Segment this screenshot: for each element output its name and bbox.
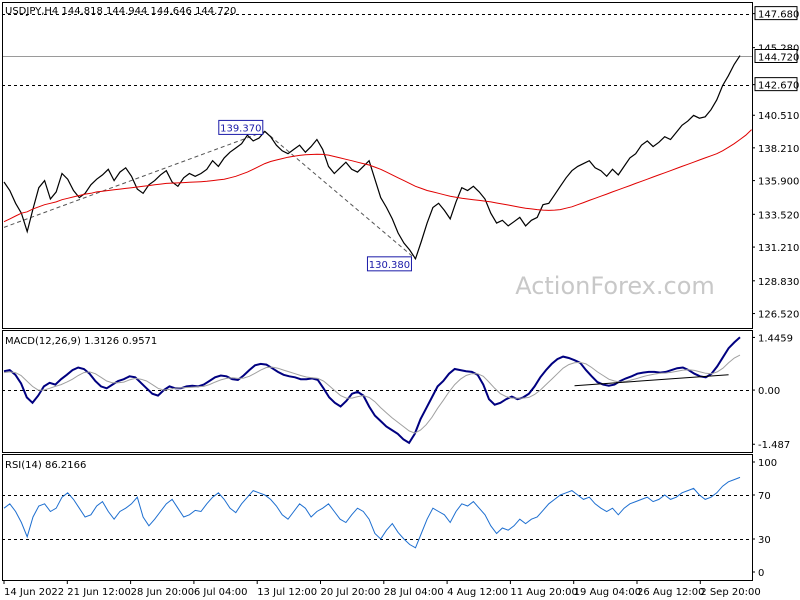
price-header: USDJPY,H4 144.818 144.944 144.646 144.72… — [5, 6, 236, 17]
macd-header: MACD(12,26,9) 1.3126 0.9571 — [5, 336, 157, 347]
level-label-box — [754, 6, 798, 21]
rsi-header: RSI(14) 86.2166 — [5, 460, 86, 471]
macd-y-tick-label: 0.00 — [758, 386, 780, 397]
rsi-line — [3, 476, 741, 549]
x-tick-label: 11 Aug 20:00 — [510, 587, 577, 598]
panel-headers: 139.370 130.380 USDJPY,H4 144.818 144.944 … — [5, 6, 412, 471]
macd-signal-line — [3, 354, 741, 434]
macd-panel-border — [2, 330, 753, 453]
price-panel-border — [2, 2, 753, 329]
swing-trendline — [264, 131, 416, 260]
level-label-box — [754, 77, 798, 92]
macd-line — [3, 336, 741, 445]
x-tick-label: 28 Jul 04:00 — [384, 587, 444, 598]
series-layer — [3, 55, 752, 549]
x-tick-label: 19 Aug 04:00 — [574, 587, 641, 598]
axis-labels: 147.680145.280142.670140.510138.210135.9… — [3, 6, 799, 598]
swing-callout-label: 130.380 — [369, 260, 410, 271]
price-y-tick-label: 138.210 — [758, 144, 799, 155]
x-tick-label: 14 Jun 2022 — [4, 587, 64, 598]
x-tick-label: 28 Jun 20:00 — [131, 587, 195, 598]
price-line — [3, 55, 741, 261]
price-y-tick-label: 133.520 — [758, 210, 799, 221]
last-price-label-box — [754, 49, 798, 63]
rsi-y-tick-label: 0 — [758, 568, 764, 579]
panel-borders — [2, 2, 753, 581]
last-price-label: 144.720 — [758, 53, 799, 64]
x-tick-label: 4 Aug 12:00 — [447, 587, 508, 598]
x-tick-label: 2 Sep 20:00 — [700, 587, 760, 598]
x-tick-label: 6 Jul 04:00 — [194, 587, 248, 598]
price-y-tick-label: 135.900 — [758, 177, 799, 188]
x-tick-label: 20 Jul 20:00 — [321, 587, 381, 598]
macd-trendline — [574, 374, 729, 387]
x-tick-label: 26 Aug 12:00 — [637, 587, 704, 598]
macd-y-tick-label: 1.4459 — [758, 333, 793, 344]
price-y-tick-label: 131.210 — [758, 243, 799, 254]
price-y-tick-label: 126.520 — [758, 310, 799, 321]
watermark-layer: ActionForex.com — [515, 272, 715, 300]
reference-lines — [2, 14, 752, 540]
swing-callout-label: 139.370 — [220, 123, 261, 134]
rsi-y-tick-label: 70 — [758, 491, 771, 502]
swing-callout-box — [366, 256, 412, 272]
macd-y-tick-label: -1.487 — [758, 440, 790, 451]
x-tick-label: 13 Jul 12:00 — [257, 587, 317, 598]
swing-callout-box — [218, 119, 264, 135]
rsi-panel-border — [2, 454, 753, 581]
rsi-y-tick-label: 30 — [758, 535, 771, 546]
price-y-tick-label: 140.510 — [758, 111, 799, 122]
rsi-y-tick-label: 100 — [758, 458, 777, 469]
x-tick-label: 21 Jun 12:00 — [67, 587, 131, 598]
price-y-tick-label: 147.680 — [758, 10, 799, 21]
price-y-tick-label: 128.830 — [758, 277, 799, 288]
watermark-text: ActionForex.com — [515, 272, 715, 300]
upper-trendline — [3, 130, 265, 228]
moving-average-line — [3, 129, 752, 223]
price-y-tick-label: 142.670 — [758, 81, 799, 92]
